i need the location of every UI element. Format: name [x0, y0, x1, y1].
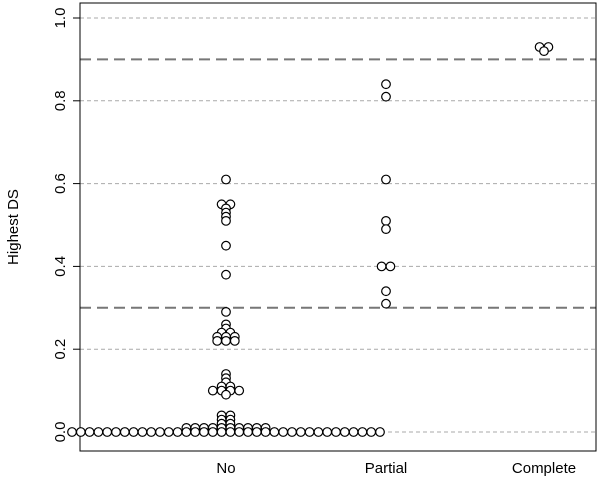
data-point-no — [221, 269, 231, 280]
data-point-no — [295, 427, 306, 437]
data-point-no — [155, 427, 165, 437]
data-point-no — [207, 427, 218, 437]
data-point-no — [322, 427, 333, 437]
data-point-no — [102, 427, 113, 437]
data-point-partial — [385, 261, 396, 272]
threshold-lines — [80, 58, 596, 309]
data-point-no — [128, 427, 139, 437]
y-tick-label: 0.4 — [52, 256, 69, 277]
data-point-no — [260, 427, 271, 437]
data-point-no — [181, 427, 192, 437]
data-point-no — [229, 336, 240, 346]
y-tick-label: 0.8 — [52, 90, 69, 111]
data-point-partial — [381, 286, 391, 297]
y-axis-ticks — [73, 17, 80, 433]
data-point-no — [366, 427, 377, 437]
data-point-partial — [381, 224, 391, 235]
data-point-no — [163, 427, 174, 437]
data-point-no — [234, 385, 245, 396]
data-point-no — [348, 427, 359, 437]
y-tick-label: 0.6 — [52, 173, 69, 194]
x-axis-labels: No Partial Complete — [216, 460, 576, 477]
data-point-no — [251, 427, 262, 437]
data-point-no — [331, 427, 341, 437]
data-point-no — [212, 336, 223, 346]
data-point-no — [357, 427, 368, 437]
data-point-no — [67, 427, 77, 437]
data-point-no — [146, 427, 157, 437]
data-point-no — [221, 307, 231, 317]
data-point-no — [93, 427, 104, 437]
data-point-partial — [381, 174, 391, 185]
data-point-no — [234, 427, 245, 437]
data-point-no — [216, 427, 227, 437]
data-point-partial — [381, 79, 391, 90]
data-point-partial — [381, 298, 391, 309]
x-tick-label-partial: Partial — [365, 460, 408, 477]
data-point-no — [304, 427, 315, 437]
data-point-complete — [539, 46, 549, 56]
data-point-no — [221, 215, 231, 226]
data-point-no — [75, 427, 86, 437]
data-point-no — [172, 427, 183, 437]
data-point-no — [190, 427, 201, 437]
data-point-no — [111, 427, 121, 437]
data-point-partial — [381, 215, 391, 226]
data-point-no — [137, 427, 148, 437]
data-point-no — [84, 427, 95, 437]
data-points — [67, 42, 554, 437]
y-axis-title: Highest DS — [5, 189, 22, 265]
data-point-no — [287, 427, 297, 437]
data-point-no — [243, 427, 253, 437]
data-point-no — [207, 385, 218, 396]
data-point-no — [269, 427, 280, 437]
data-point-no — [199, 427, 209, 437]
data-point-no — [278, 427, 289, 437]
data-point-no — [221, 240, 231, 251]
grid-lines — [80, 17, 596, 433]
data-point-no — [119, 427, 130, 437]
data-point-no — [221, 336, 231, 346]
y-tick-label: 1.0 — [52, 8, 69, 29]
data-point-no — [339, 427, 350, 437]
data-point-no — [375, 427, 385, 437]
plot-frame — [79, 2, 597, 452]
x-tick-label-complete: Complete — [512, 460, 576, 477]
x-tick-label-no: No — [216, 460, 235, 477]
data-point-partial — [376, 261, 387, 272]
y-axis: 0.0 0.2 0.4 0.6 0.8 1.0 — [52, 8, 81, 443]
data-point-no — [225, 427, 236, 437]
data-point-no — [221, 174, 231, 185]
data-point-no — [313, 427, 324, 437]
data-point-no — [221, 389, 231, 400]
y-tick-label: 0.2 — [52, 339, 69, 360]
data-point-partial — [381, 91, 391, 102]
y-tick-label: 0.0 — [52, 422, 69, 443]
